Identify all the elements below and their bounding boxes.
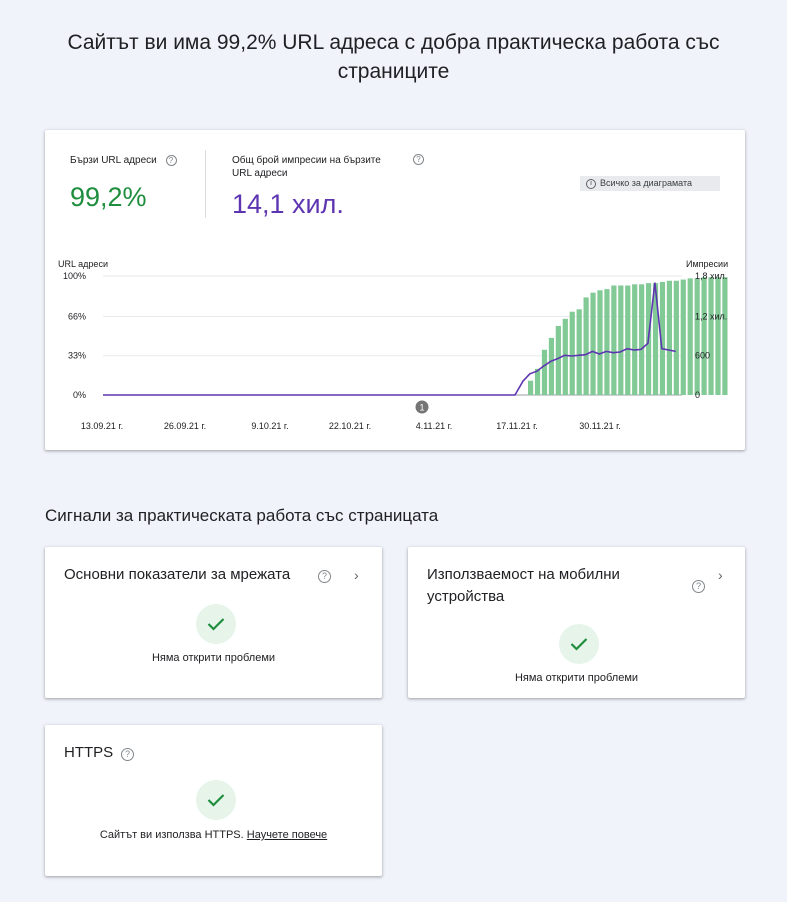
x-tick-label: 17.11.21 г.: [496, 421, 538, 431]
left-tick-label: 66%: [68, 311, 86, 321]
signal-status: Сайтът ви използва HTTPS. Научете повече: [99, 829, 328, 841]
impressions-line: [103, 282, 676, 396]
bar[interactable]: [604, 289, 610, 395]
chart-toggle-chip[interactable]: i Всичко за диаграмата: [580, 176, 720, 191]
x-tick-label: 30.11.21 г.: [579, 421, 621, 431]
bar[interactable]: [708, 277, 714, 395]
annotation-label: 1: [419, 403, 424, 413]
bar[interactable]: [680, 279, 686, 395]
metric-fast-urls-label: Бързи URL адреси: [70, 155, 157, 166]
metric-fast-urls-value: 99,2%: [70, 182, 147, 212]
bar[interactable]: [555, 325, 561, 395]
signal-card-mobile-usability[interactable]: Използваемост на мобилни устройства ? › …: [408, 547, 745, 698]
metric-impressions-label: Общ брой импресии на бързите URL адреси: [232, 155, 381, 179]
bar[interactable]: [618, 285, 624, 395]
signal-card-https[interactable]: HTTPS ? Сайтът ви използва HTTPS. Научет…: [45, 725, 382, 876]
metric-impressions[interactable]: Общ брой импресии на бързите URL адреси …: [232, 154, 381, 220]
bar[interactable]: [541, 349, 548, 395]
bar[interactable]: [666, 280, 672, 395]
bar[interactable]: [576, 309, 582, 395]
left-axis-title: URL адреси: [58, 259, 108, 269]
chart-toggle-label: Всичко за диаграмата: [600, 178, 692, 188]
info-icon: i: [586, 178, 596, 189]
chart-annotation[interactable]: 1: [415, 400, 429, 414]
x-tick-label: 4.11.21 г.: [416, 421, 453, 431]
bar[interactable]: [583, 297, 589, 395]
bar[interactable]: [590, 292, 596, 395]
right-tick-label: 1,2 хил.: [695, 311, 727, 321]
performance-chart: URL адреси Импресии 100% 1,8 хил.66% 1,2 х…: [58, 259, 728, 431]
bar[interactable]: [715, 277, 721, 395]
x-tick-label: 9.10.21 г.: [251, 421, 288, 431]
x-tick-label: 26.09.21 г.: [164, 421, 206, 431]
bar[interactable]: [722, 277, 728, 395]
metric-divider: [205, 150, 206, 218]
x-tick-label: 13.09.21 г.: [81, 421, 123, 431]
section-title: Сигнали за практическата работа със стра…: [45, 506, 439, 525]
bar[interactable]: [534, 368, 541, 395]
bar[interactable]: [694, 278, 700, 395]
learn-more-link[interactable]: Научете повече: [246, 829, 328, 841]
left-tick-label: 33%: [68, 351, 86, 361]
metric-impressions-value: 14,1 хил.: [232, 189, 344, 219]
help-icon[interactable]: ?: [692, 580, 705, 593]
metric-fast-urls[interactable]: Бързи URL адреси ? 99,2%: [70, 154, 177, 213]
performance-chart-card: Бързи URL адреси ? 99,2% Общ брой импрес…: [45, 130, 745, 450]
chevron-right-icon[interactable]: ›: [718, 567, 723, 583]
right-tick-label: 0: [695, 390, 700, 400]
bar[interactable]: [548, 337, 555, 395]
bar[interactable]: [597, 290, 603, 395]
chevron-right-icon[interactable]: ›: [354, 567, 359, 583]
help-icon[interactable]: ?: [121, 748, 134, 761]
right-tick-label: 600: [695, 351, 710, 361]
help-icon[interactable]: ?: [318, 570, 331, 583]
check-icon: [559, 624, 599, 664]
signal-status: Няма открити проблеми: [514, 672, 639, 684]
bar[interactable]: [569, 311, 575, 395]
bar[interactable]: [639, 284, 645, 395]
signal-title: Използваемост на мобилни устройства: [427, 566, 620, 605]
bar[interactable]: [687, 278, 693, 395]
signal-status: Няма открити проблеми: [151, 652, 276, 664]
right-axis-title: Импресии: [686, 259, 728, 269]
bar[interactable]: [562, 318, 568, 395]
bar[interactable]: [611, 285, 617, 395]
bar[interactable]: [652, 283, 659, 395]
bar[interactable]: [625, 285, 631, 395]
bar[interactable]: [659, 281, 666, 395]
signal-card-core-web-vitals[interactable]: Основни показатели за мрежата ? › Няма о…: [45, 547, 382, 698]
right-tick-label: 1,8 хил.: [695, 271, 727, 281]
signal-title: Основни показатели за мрежата: [64, 566, 291, 583]
left-tick-label: 0%: [73, 390, 86, 400]
help-icon[interactable]: ?: [413, 154, 424, 165]
signal-title: HTTPS: [64, 744, 114, 761]
help-icon[interactable]: ?: [165, 154, 177, 166]
left-tick-label: 100%: [63, 271, 86, 281]
bar[interactable]: [701, 277, 707, 395]
page-title: Сайтът ви има 99,2% URL адреса с добра п…: [67, 31, 720, 83]
bar[interactable]: [673, 280, 679, 395]
bar[interactable]: [632, 284, 638, 395]
check-icon: [196, 780, 236, 820]
x-tick-label: 22.10.21 г.: [329, 421, 371, 431]
check-icon: [196, 604, 236, 644]
bar[interactable]: [528, 380, 534, 395]
